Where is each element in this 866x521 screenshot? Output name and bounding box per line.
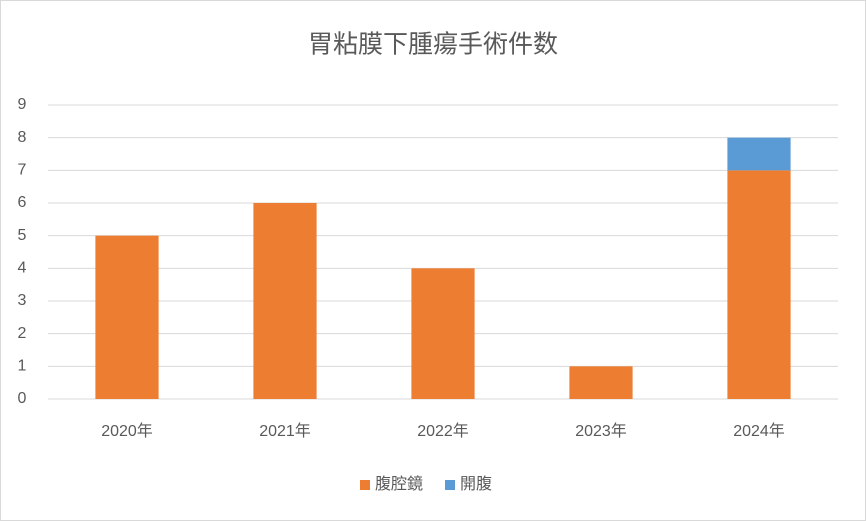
x-tick-label: 2023年 — [575, 422, 627, 440]
x-tick-label: 2021年 — [259, 422, 311, 440]
legend-label: 開腹 — [460, 475, 492, 493]
y-tick-label: 9 — [18, 96, 27, 113]
bar-segment — [569, 366, 633, 399]
bar-segment — [95, 235, 159, 399]
x-tick-label: 2020年 — [101, 422, 153, 440]
bar-segment — [727, 170, 791, 399]
legend-swatch — [445, 480, 456, 490]
y-tick-label: 4 — [18, 260, 27, 277]
y-tick-label: 7 — [18, 162, 27, 179]
y-tick-label: 5 — [18, 227, 27, 244]
y-tick-label: 6 — [18, 194, 27, 211]
x-tick-label: 2024年 — [733, 422, 785, 440]
y-tick-label: 8 — [18, 129, 27, 146]
y-tick-label: 0 — [18, 390, 27, 407]
y-tick-label: 2 — [18, 325, 27, 342]
y-tick-label: 3 — [18, 292, 27, 309]
y-tick-label: 1 — [18, 358, 27, 375]
legend-label: 腹腔鏡 — [375, 474, 423, 493]
x-tick-label: 2022年 — [417, 422, 469, 440]
legend-swatch — [360, 480, 370, 490]
bar-segment — [411, 268, 475, 399]
bar-segment — [253, 203, 317, 399]
chart-title: 胃粘膜下腫瘍手術件数 — [308, 31, 558, 59]
bar-segment — [727, 137, 791, 171]
